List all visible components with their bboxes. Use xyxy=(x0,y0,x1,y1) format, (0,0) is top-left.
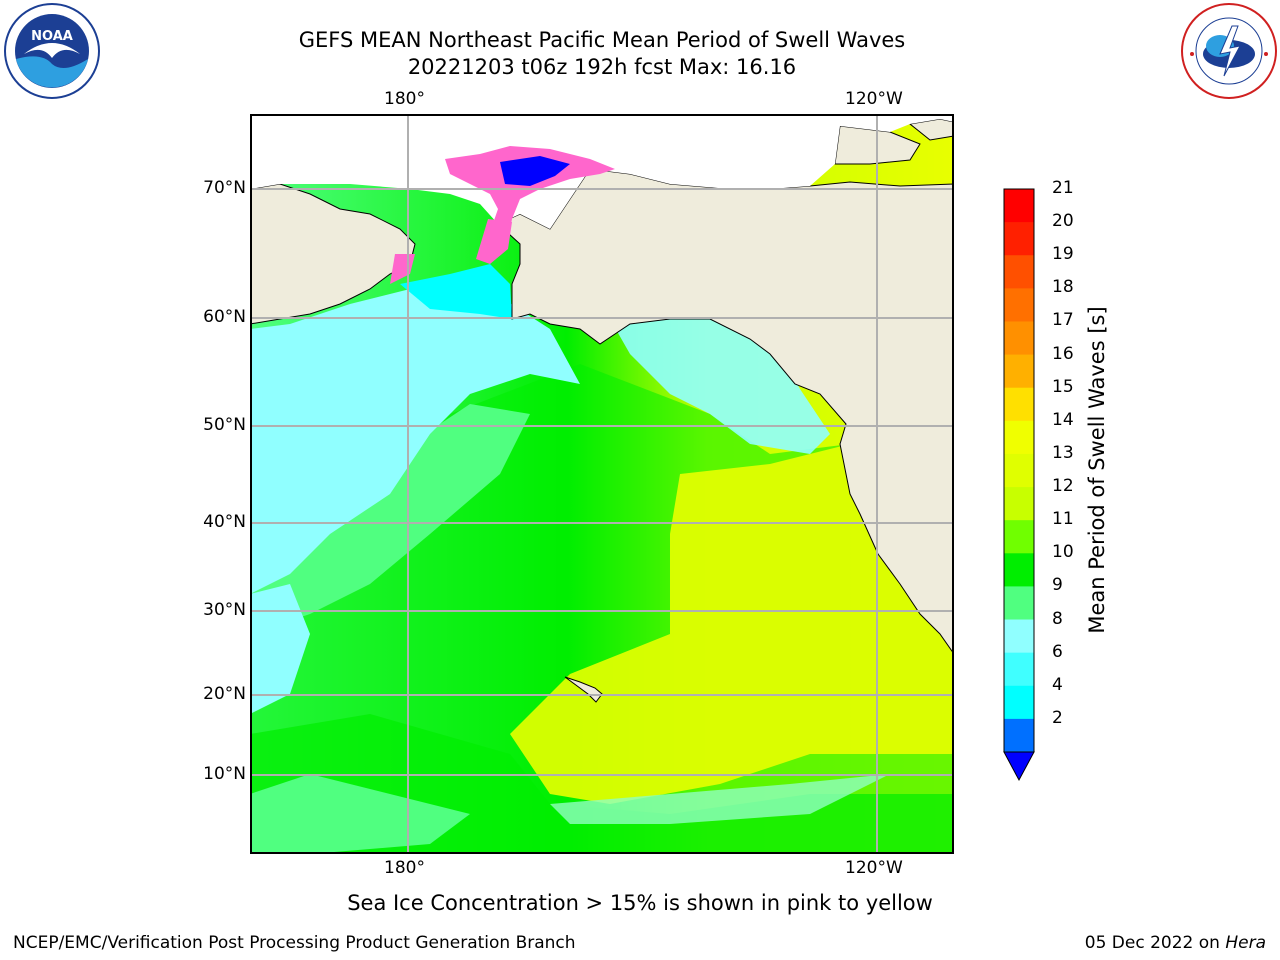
nws-logo xyxy=(1181,3,1277,99)
colorbar-tick-label: 17 xyxy=(1052,310,1074,331)
cyan-southwest xyxy=(250,584,310,714)
colorbar-swatch xyxy=(1004,255,1034,289)
colorbar xyxy=(1003,188,1035,782)
colorbar-swatch xyxy=(1004,718,1034,753)
cyan-swell-zone xyxy=(250,284,580,594)
lat-label-50n: 50°N xyxy=(203,415,246,435)
lon-label-120w-bottom: 120°W xyxy=(845,858,903,878)
map-frame xyxy=(250,114,954,854)
colorbar-swatch xyxy=(1004,487,1034,521)
colorbar-swatch xyxy=(1004,321,1034,356)
colorbar-swatch xyxy=(1004,652,1034,687)
sea-ice-core xyxy=(500,156,570,186)
lat-label-20n: 20°N xyxy=(203,684,246,704)
colorbar-swatch xyxy=(1004,387,1034,422)
credit-right: 05 Dec 2022 on Hera xyxy=(1085,933,1266,953)
colorbar-swatch xyxy=(1004,619,1034,654)
colorbar-swatch xyxy=(1004,189,1034,223)
lon-label-120w-top: 120°W xyxy=(845,89,903,109)
colorbar-tick-label: 15 xyxy=(1052,376,1074,397)
lat-label-60n: 60°N xyxy=(203,307,246,327)
colorbar-swatch xyxy=(1004,586,1034,621)
colorbar-tick-label: 4 xyxy=(1052,674,1063,695)
map-panel[interactable] xyxy=(250,114,954,854)
colorbar-tick-label: 16 xyxy=(1052,343,1074,364)
sea-ice-footnote-text: Sea Ice Concentration > 15% is shown in … xyxy=(347,891,933,915)
colorbar-tick-label: 14 xyxy=(1052,409,1074,430)
colorbar-tick-label: 21 xyxy=(1052,178,1074,198)
colorbar-tick-label: 18 xyxy=(1052,277,1074,298)
colorbar-swatch xyxy=(1004,222,1034,256)
credit-host: Hera xyxy=(1225,933,1266,953)
noaa-logo-text: NOAA xyxy=(31,29,73,44)
land-arctic-island-2 xyxy=(908,118,954,141)
sea-ice-footnote: Sea Ice Concentration > 15% is shown in … xyxy=(0,891,1280,915)
noaa-logo: NOAA xyxy=(4,3,100,99)
lat-label-10n: 10°N xyxy=(203,764,246,784)
arctic-ocean xyxy=(250,114,954,229)
colorbar-swatch xyxy=(1004,354,1034,389)
credit-date: 05 Dec 2022 on xyxy=(1084,933,1226,953)
bering-cyan xyxy=(400,264,512,319)
chart-title: GEFS MEAN Northeast Pacific Mean Period … xyxy=(298,28,906,52)
colorbar-swatch xyxy=(1004,553,1034,587)
colorbar-swatch xyxy=(1004,288,1034,322)
lat-label-40n: 40°N xyxy=(203,512,246,532)
lat-label-70n: 70°N xyxy=(203,178,246,198)
colorbar-tick-label: 11 xyxy=(1052,509,1074,530)
lightgreen-patch-west xyxy=(250,404,530,634)
colorbar-tick-label: 6 xyxy=(1052,641,1063,662)
colorbar-tick-label: 9 xyxy=(1052,575,1063,596)
lat-label-30n: 30°N xyxy=(203,600,246,620)
lightgreen-patch-south xyxy=(250,774,470,854)
colorbar-swatch xyxy=(1004,453,1034,488)
colorbar-swatch xyxy=(1004,520,1034,554)
colorbar-swatch xyxy=(1004,420,1034,455)
lightgreen-band-south xyxy=(550,774,890,824)
colorbar-tick-label: 13 xyxy=(1052,442,1074,463)
colorbar-swatch xyxy=(1004,685,1034,720)
colorbar-tick-label: 20 xyxy=(1052,211,1074,232)
graticule xyxy=(250,114,954,854)
lon-label-180-bottom: 180° xyxy=(384,858,425,878)
colorbar-extend-triangle xyxy=(1003,751,1035,782)
colorbar-title: Mean Period of Swell Waves [s] xyxy=(1085,306,1109,634)
chart-subtitle: 20221203 t06z 192h fcst Max: 16.16 xyxy=(407,55,797,79)
colorbar-tick-label: 10 xyxy=(1052,542,1074,563)
sea-ice-chukchi xyxy=(445,146,615,254)
sea-ice-strait xyxy=(476,219,512,264)
colorbar-tick-label: 12 xyxy=(1052,476,1074,497)
credit-left: NCEP/EMC/Verification Post Processing Pr… xyxy=(13,933,576,953)
yellow-swell-zone xyxy=(510,444,954,804)
lon-label-180-top: 180° xyxy=(384,89,425,109)
colorbar-tick-label: 8 xyxy=(1052,608,1063,629)
colorbar-tick-label: 19 xyxy=(1052,244,1074,265)
colorbar-tick-label: 2 xyxy=(1052,707,1063,728)
